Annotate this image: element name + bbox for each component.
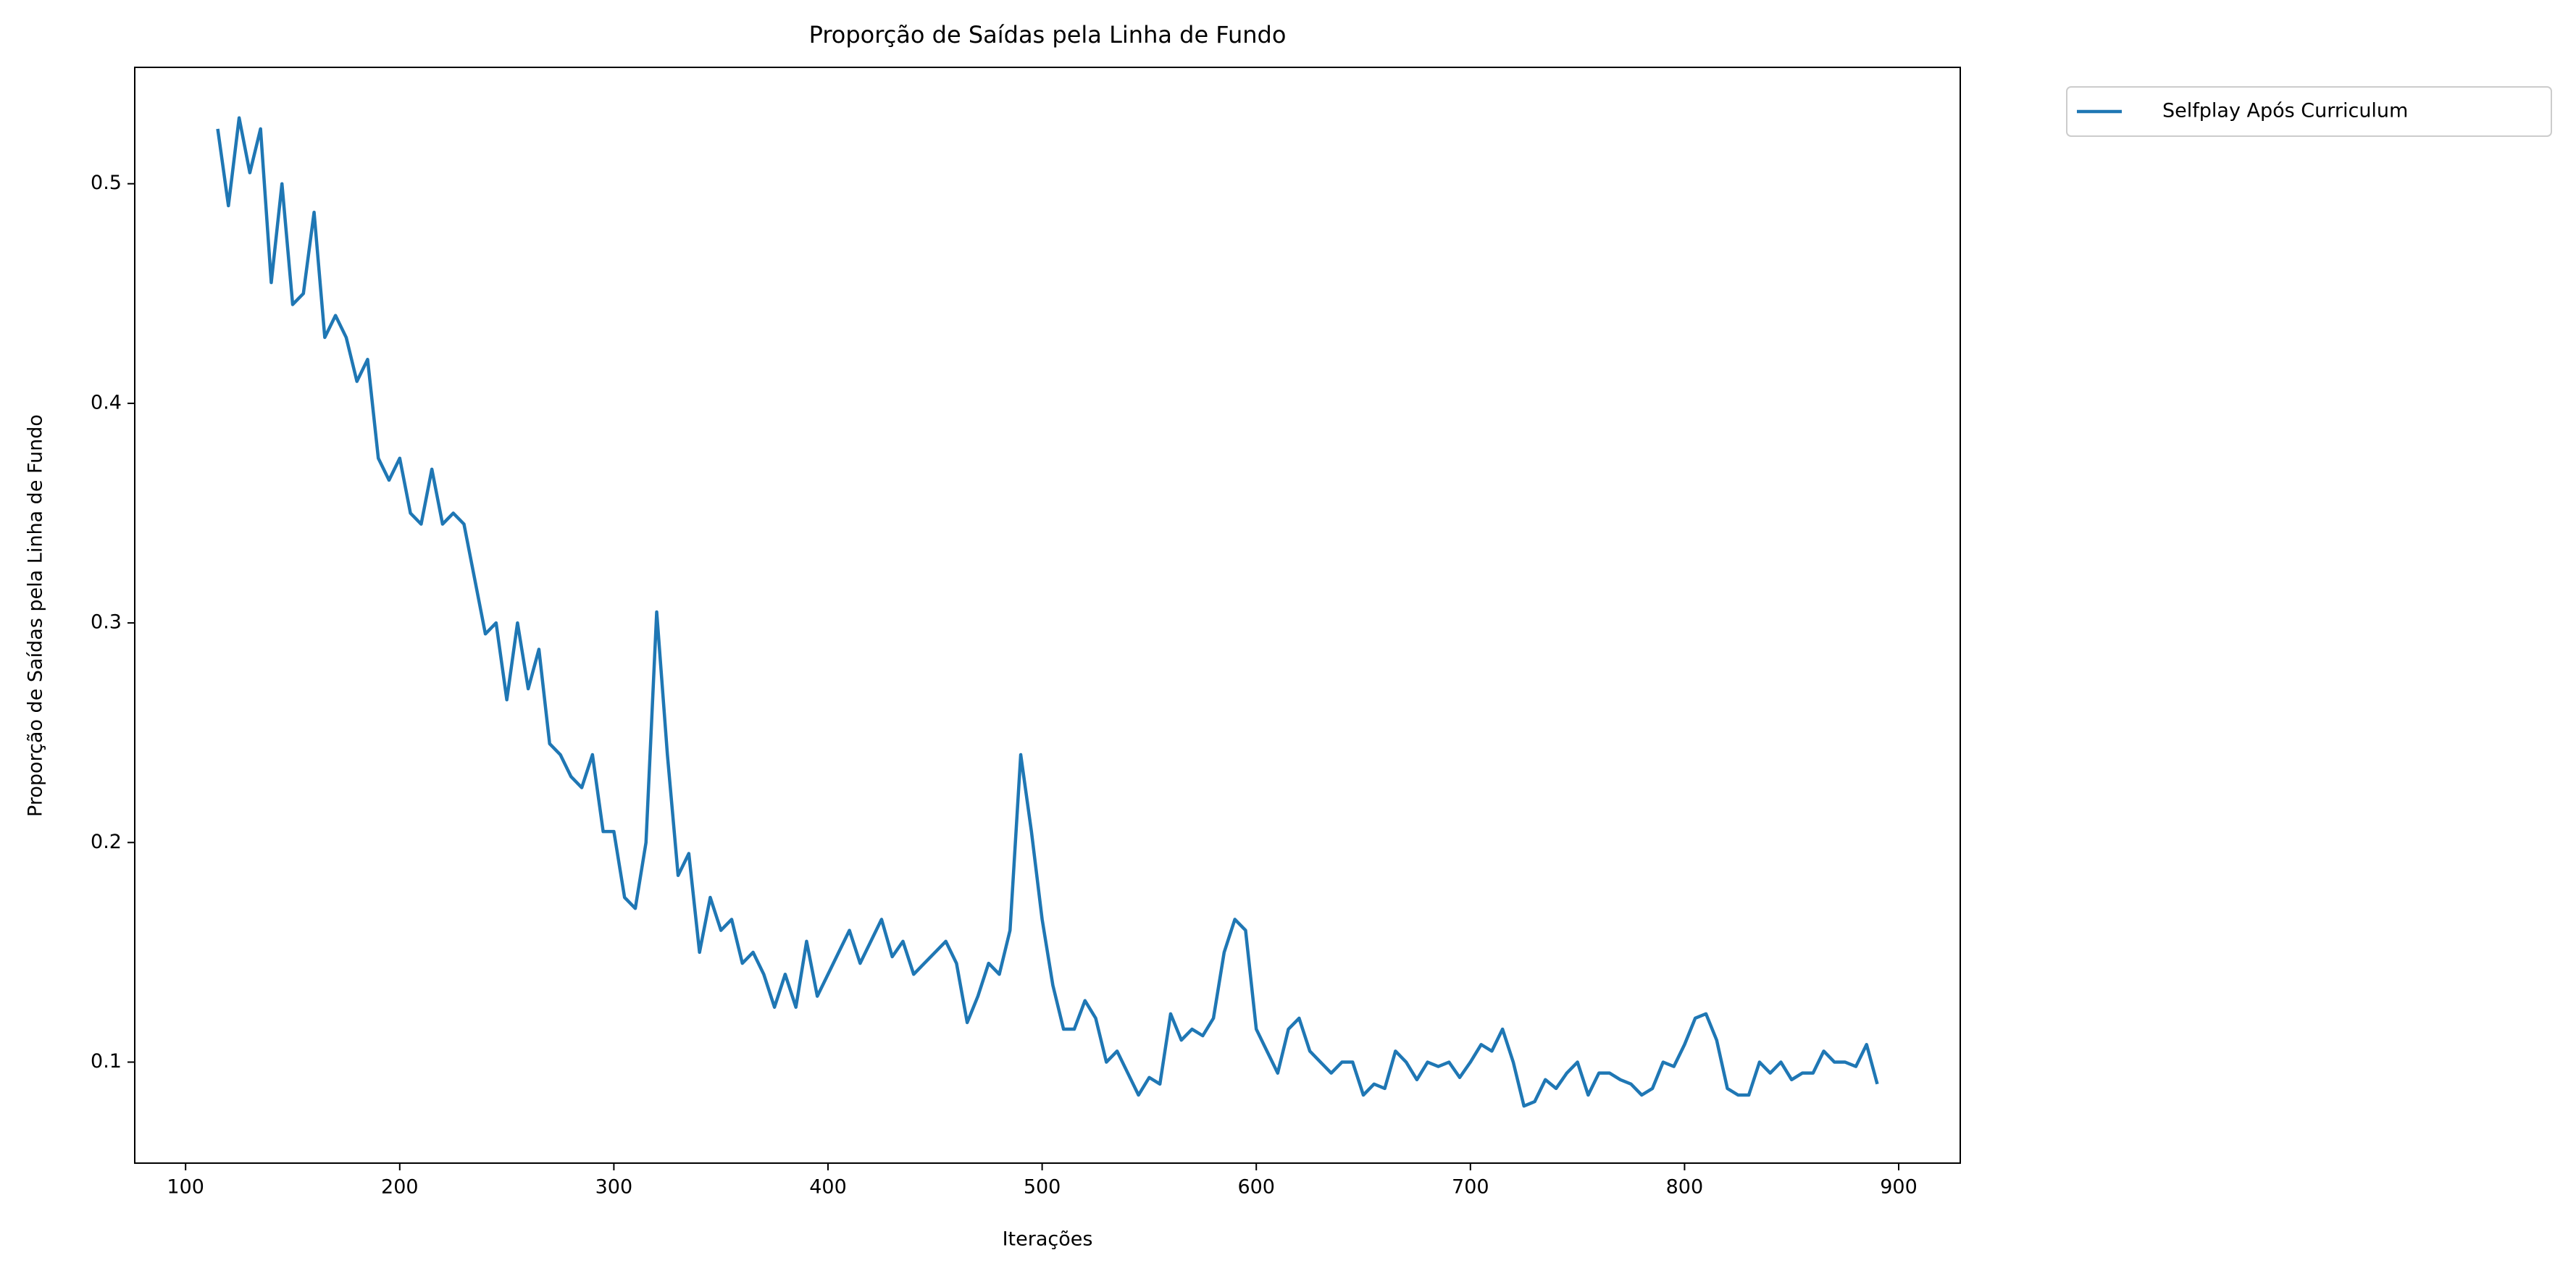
y-tick-label: 0.1: [91, 1050, 122, 1073]
x-tick-label: 900: [1880, 1176, 1918, 1199]
x-tick-label: 700: [1452, 1176, 1489, 1199]
plot-frame: [134, 67, 1961, 1164]
x-axis-label: Iterações: [1003, 1228, 1093, 1251]
x-tick-label: 300: [595, 1176, 633, 1199]
y-tick-label: 0.3: [91, 611, 122, 634]
chart-title: Proporção de Saídas pela Linha de Fundo: [809, 21, 1287, 49]
legend-label: Selfplay Após Curriculum: [2162, 100, 2408, 122]
x-tick-label: 100: [167, 1176, 204, 1199]
y-tick-label: 0.4: [91, 391, 122, 414]
line: [216, 116, 1879, 1108]
x-tick-label: 400: [809, 1176, 847, 1199]
x-tick-label: 600: [1237, 1176, 1275, 1199]
y-tick-label: 0.5: [91, 172, 122, 194]
y-axis-label: Proporção de Saídas pela Linha de Fundo: [25, 414, 47, 817]
y-tick-label: 0.2: [91, 831, 122, 853]
x-tick-label: 200: [381, 1176, 419, 1199]
legend-box: [2066, 86, 2552, 137]
x-tick-label: 500: [1024, 1176, 1061, 1199]
x-tick-label: 800: [1666, 1176, 1704, 1199]
